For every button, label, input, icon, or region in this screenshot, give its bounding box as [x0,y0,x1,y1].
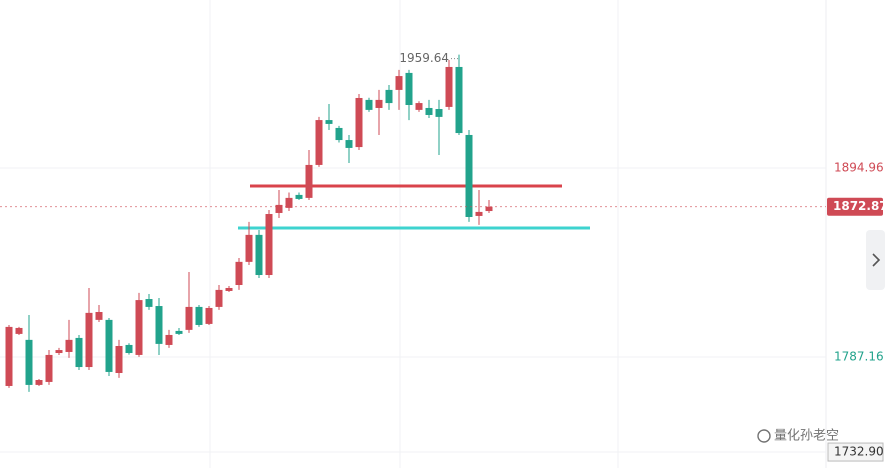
candle-body [95,312,103,320]
candle-body [235,261,243,286]
candle-body [25,339,33,385]
candle-body [435,109,443,117]
candle-body [425,107,433,115]
y-tick-box [827,442,884,462]
candle-body [185,306,193,330]
candle-body [105,319,113,372]
chevron-icon[interactable] [872,253,881,267]
candle-body [35,380,43,385]
candle-body [265,214,273,276]
candle-body [165,334,173,345]
candle-body [415,103,423,110]
y-tick-label: 1787.16 [834,349,884,363]
candle-body [315,120,323,165]
candle-body [45,354,53,382]
candle-body [115,346,123,373]
candle-body [255,234,263,276]
last-price-tag [827,197,883,216]
candle-body [225,287,233,291]
candle-body [365,99,373,110]
candle-body [135,300,143,355]
candle-body [195,306,203,325]
candle-body [125,344,133,354]
candle-body [245,234,253,262]
candle-body [205,307,213,324]
candle-body [455,66,463,134]
candle-body [485,206,493,212]
expand-button-bg[interactable] [866,230,885,290]
candle-body [295,194,303,199]
candle-body [55,350,63,354]
candle-body [345,140,353,148]
plot: 1959.64 [0,51,826,392]
candle-body [355,97,363,148]
candle-body [325,120,333,124]
watermark-text: 量化孙老空 [774,429,839,444]
candle-body [175,330,183,334]
candle-body [75,337,83,368]
candle-body [445,66,453,107]
y-tick-label: 1732.90 [834,445,884,459]
candle-body [65,339,73,352]
candle-body [395,76,403,90]
candle-body [285,197,293,208]
watermark: 量化孙老空 [757,429,839,444]
candle-body [155,306,163,344]
candle-body [305,164,313,198]
high-label: 1959.64 [399,51,449,65]
watermark-icon [757,429,771,443]
candle-body [465,134,473,217]
expand-button[interactable] [866,230,885,290]
candle-body [275,204,283,213]
candle-body [145,299,153,307]
candle-body [335,127,343,141]
candle-body [85,312,93,368]
candle-body [475,211,483,216]
candle-body [385,89,393,104]
candle-body [15,327,23,334]
y-tick-label: 1894.96 [834,160,884,174]
candle-body [5,326,13,386]
candle-body [375,99,383,108]
candle-body [405,72,413,105]
last-price-label: 1872.87 [833,199,885,213]
candle-body [215,289,223,307]
